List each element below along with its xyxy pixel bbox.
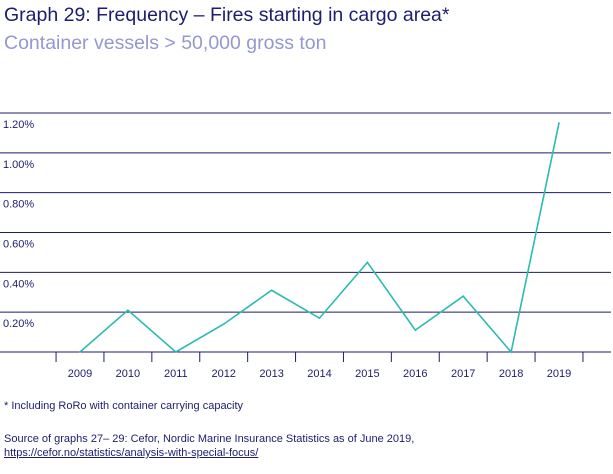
data-point <box>558 122 560 124</box>
x-tick-label: 2009 <box>68 368 92 380</box>
x-tick-label: 2010 <box>116 368 140 380</box>
y-tick-label: 0.20% <box>3 318 34 330</box>
source-link[interactable]: https://cefor.no/statistics/analysis-wit… <box>4 447 259 459</box>
y-tick-label: 0.80% <box>3 199 34 211</box>
source-text: Source of graphs 27– 29: Cefor, Nordic M… <box>4 432 414 460</box>
data-point <box>318 317 321 319</box>
data-point <box>366 261 369 264</box>
x-tick-label: 2011 <box>164 368 188 380</box>
data-point <box>79 351 81 353</box>
data-point <box>414 329 417 331</box>
y-tick-label: 0.40% <box>3 278 34 290</box>
footnote: * Including RoRo with container carrying… <box>4 400 244 412</box>
chart-title: Graph 29: Frequency – Fires starting in … <box>4 4 450 26</box>
x-tick-label: 2015 <box>355 368 379 380</box>
source-line: Source of graphs 27– 29: Cefor, Nordic M… <box>4 433 415 445</box>
data-point <box>175 351 177 353</box>
data-point <box>510 351 512 353</box>
x-tick-label: 2019 <box>547 368 571 380</box>
data-point <box>222 323 225 325</box>
data-point <box>127 309 129 311</box>
x-tick-label: 2018 <box>499 368 523 380</box>
data-point <box>270 289 273 292</box>
y-tick-label: 1.20% <box>3 119 34 131</box>
chart-subtitle: Container vessels > 50,000 gross ton <box>4 32 327 54</box>
x-tick-label: 2016 <box>403 368 427 380</box>
x-tick-label: 2012 <box>211 368 235 380</box>
y-tick-label: 1.00% <box>3 159 34 171</box>
data-point <box>462 295 465 298</box>
x-tick-label: 2017 <box>451 368 475 380</box>
y-tick-label: 0.60% <box>3 239 34 251</box>
x-tick-label: 2014 <box>307 368 331 380</box>
x-tick-label: 2013 <box>259 368 283 380</box>
